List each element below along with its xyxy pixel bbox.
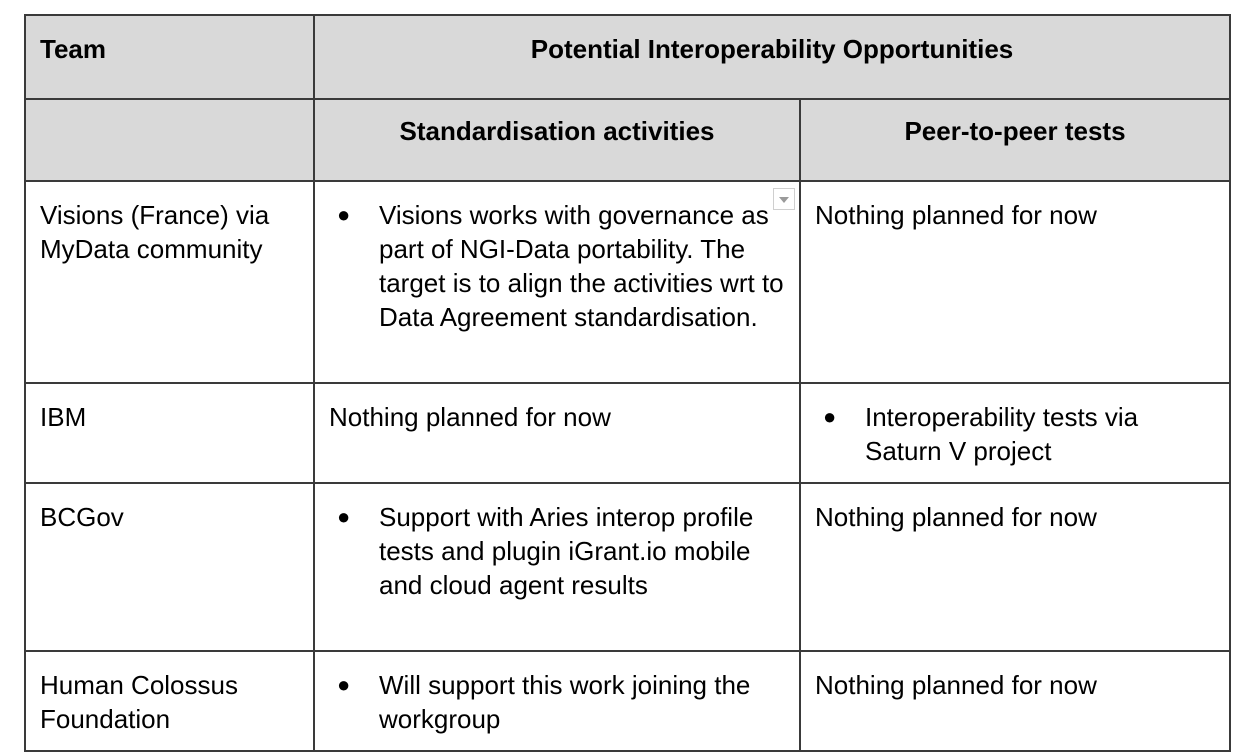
team-name: Visions (France) via MyData community (40, 200, 270, 264)
table-row: BCGov ● Support with Aries interop profi… (24, 482, 1231, 652)
team-name: BCGov (40, 502, 124, 532)
subheader-standardisation-label: Standardisation activities (399, 116, 715, 146)
bullet-text: Interoperability tests via Saturn V proj… (865, 402, 1139, 466)
team-cell[interactable]: Human Colossus Foundation (24, 650, 315, 752)
header-group-cell[interactable]: Potential Interoperability Opportunities (313, 14, 1231, 100)
dropdown-arrow-icon[interactable] (773, 188, 795, 210)
opportunities-table: Team Potential Interoperability Opportun… (24, 14, 1231, 752)
peer-cell[interactable]: ● Interoperability tests via Saturn V pr… (799, 382, 1231, 484)
bullet-item: ● Visions works with governance as part … (329, 198, 785, 334)
header-row: Team Potential Interoperability Opportun… (24, 14, 1231, 100)
header-team-label: Team (40, 34, 106, 64)
bullet-icon: ● (823, 404, 837, 429)
header-group-label: Potential Interoperability Opportunities (530, 34, 1014, 64)
peer-cell[interactable]: Nothing planned for now (799, 482, 1231, 652)
table-row: IBM Nothing planned for now ● Interopera… (24, 382, 1231, 484)
header-team-cell[interactable]: Team (24, 14, 315, 100)
bullet-item: ● Support with Aries interop profile tes… (329, 500, 785, 602)
team-cell[interactable]: Visions (France) via MyData community (24, 180, 315, 384)
bullet-icon: ● (337, 672, 351, 697)
bullet-item: ● Interoperability tests via Saturn V pr… (815, 400, 1215, 468)
standardisation-text: Nothing planned for now (329, 402, 611, 432)
standardisation-cell[interactable]: ● Support with Aries interop profile tes… (313, 482, 801, 652)
standardisation-cell[interactable]: ● Visions works with governance as part … (313, 180, 801, 384)
bullet-item: ● Will support this work joining the wor… (329, 668, 785, 736)
bullet-icon: ● (337, 504, 351, 529)
team-name: IBM (40, 402, 87, 432)
peer-text: Nothing planned for now (815, 200, 1097, 230)
standardisation-cell[interactable]: Nothing planned for now (313, 382, 801, 484)
bullet-text: Visions works with governance as part of… (379, 200, 784, 332)
team-name: Human Colossus Foundation (40, 670, 238, 734)
subheader-empty-cell[interactable] (24, 98, 315, 182)
subheader-standardisation-cell[interactable]: Standardisation activities (313, 98, 801, 182)
team-cell[interactable]: BCGov (24, 482, 315, 652)
team-cell[interactable]: IBM (24, 382, 315, 484)
peer-cell[interactable]: Nothing planned for now (799, 650, 1231, 752)
bullet-text: Support with Aries interop profile tests… (379, 502, 754, 600)
table-row: Human Colossus Foundation ● Will support… (24, 650, 1231, 752)
bullet-text: Will support this work joining the workg… (379, 670, 751, 734)
standardisation-cell[interactable]: ● Will support this work joining the wor… (313, 650, 801, 752)
peer-text: Nothing planned for now (815, 502, 1097, 532)
bullet-icon: ● (337, 202, 351, 227)
subheader-peer-cell[interactable]: Peer-to-peer tests (799, 98, 1231, 182)
peer-text: Nothing planned for now (815, 670, 1097, 700)
subheader-row: Standardisation activities Peer-to-peer … (24, 98, 1231, 182)
subheader-peer-label: Peer-to-peer tests (904, 116, 1126, 146)
table-row: Visions (France) via MyData community ● … (24, 180, 1231, 384)
peer-cell[interactable]: Nothing planned for now (799, 180, 1231, 384)
